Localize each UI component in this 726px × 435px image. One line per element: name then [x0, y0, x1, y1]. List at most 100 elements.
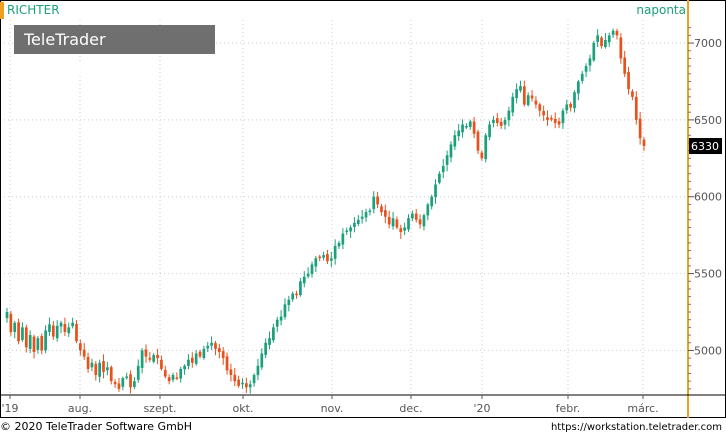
candle-body — [21, 327, 24, 340]
candle-body — [283, 304, 287, 318]
candle-body — [55, 325, 59, 339]
candle-body — [156, 354, 159, 359]
candle-body — [573, 92, 576, 109]
candle-body — [310, 264, 314, 275]
candle-body — [631, 91, 634, 97]
candle-body — [163, 369, 167, 377]
candle-body — [391, 218, 395, 227]
interval-label[interactable]: naponta — [636, 3, 686, 17]
candle-body — [160, 359, 163, 369]
candle-body — [79, 343, 82, 351]
candle-body — [495, 118, 499, 123]
candle-body — [171, 375, 175, 380]
candle-body — [44, 330, 47, 351]
x-tick-label: febr. — [556, 402, 581, 415]
candle-body — [368, 210, 372, 213]
candle-body — [511, 96, 515, 113]
candle-body — [356, 219, 360, 224]
x-tick-label: aug. — [68, 402, 92, 415]
ticker-symbol[interactable]: RICHTER — [7, 3, 60, 17]
candle-body — [299, 281, 302, 296]
candle-body — [561, 110, 565, 124]
candle-body — [152, 355, 156, 362]
candle-body — [569, 103, 572, 108]
x-tick-label: márc. — [627, 402, 658, 415]
candle-body — [519, 86, 522, 91]
candle-body — [526, 95, 530, 106]
candle-body — [175, 377, 179, 379]
candle-body — [546, 117, 549, 120]
candle-body — [125, 376, 129, 379]
candle-body — [472, 121, 476, 134]
axes: 5000 5500 6000 6500 7000 '19 aug. szept. okt. nov… — [0, 0, 726, 418]
candle-body — [67, 327, 71, 334]
candle-body — [167, 377, 171, 382]
candle-body — [248, 384, 252, 388]
candle-body — [395, 219, 399, 228]
candle-body — [345, 230, 349, 233]
candle-body — [422, 215, 426, 227]
candle-body — [507, 110, 511, 121]
candle-body — [600, 37, 603, 47]
x-tick-label: dec. — [399, 402, 422, 415]
candle-body — [221, 351, 225, 359]
candle-body — [580, 73, 584, 81]
candle-body — [241, 382, 244, 385]
x-tick-label: '20 — [473, 402, 490, 415]
candle-body — [225, 356, 229, 371]
candle-body — [36, 338, 40, 350]
candle-body — [604, 39, 607, 48]
candle-body — [314, 258, 318, 267]
candle-body — [202, 348, 206, 359]
candle-body — [619, 37, 623, 59]
candle-body — [441, 166, 445, 173]
y-tick-label: 7000 — [694, 37, 722, 50]
candle-body — [32, 336, 36, 352]
candle-body — [445, 155, 449, 165]
candle-body — [468, 121, 472, 127]
candle-body — [190, 357, 194, 363]
candle-body — [457, 130, 461, 137]
candle-body — [418, 219, 422, 225]
candle-body — [133, 381, 136, 387]
candle-body — [623, 57, 627, 74]
candle-body — [592, 43, 596, 61]
candle-body — [194, 353, 198, 364]
candle-body — [144, 349, 148, 357]
candle-body — [206, 345, 210, 349]
logo-text-light: TeleTrader — [24, 30, 106, 49]
ticker-accent-bar — [0, 2, 4, 19]
candle-body — [588, 58, 592, 66]
candle-body — [515, 89, 518, 99]
candle-body — [430, 196, 434, 207]
candle-body — [549, 117, 553, 120]
copyright-text: © 2020 TeleTrader Software GmbH — [0, 420, 193, 433]
candle-body — [476, 131, 480, 151]
candle-body — [353, 222, 356, 227]
candle-body — [279, 316, 283, 321]
candle-body — [553, 118, 557, 123]
candle-body — [113, 381, 117, 385]
candle-body — [140, 350, 144, 368]
candle-body — [584, 66, 588, 72]
candle-body — [75, 324, 78, 342]
candle-body — [627, 72, 630, 90]
candle-body — [82, 349, 86, 357]
candle-body — [102, 361, 105, 372]
candle-body — [148, 357, 152, 360]
x-tick-label: szept. — [143, 402, 176, 415]
candle-body — [414, 213, 418, 220]
candle-body — [380, 206, 383, 213]
candle-body — [94, 363, 98, 376]
x-tick-label: okt. — [233, 402, 254, 415]
candle-body — [438, 173, 441, 183]
candle-body — [264, 342, 268, 355]
candle-body — [322, 255, 325, 258]
candle-body — [302, 276, 306, 284]
candle-body — [237, 379, 240, 386]
candle-body — [98, 362, 102, 377]
candle-body — [522, 86, 526, 105]
candle-body — [634, 96, 638, 120]
